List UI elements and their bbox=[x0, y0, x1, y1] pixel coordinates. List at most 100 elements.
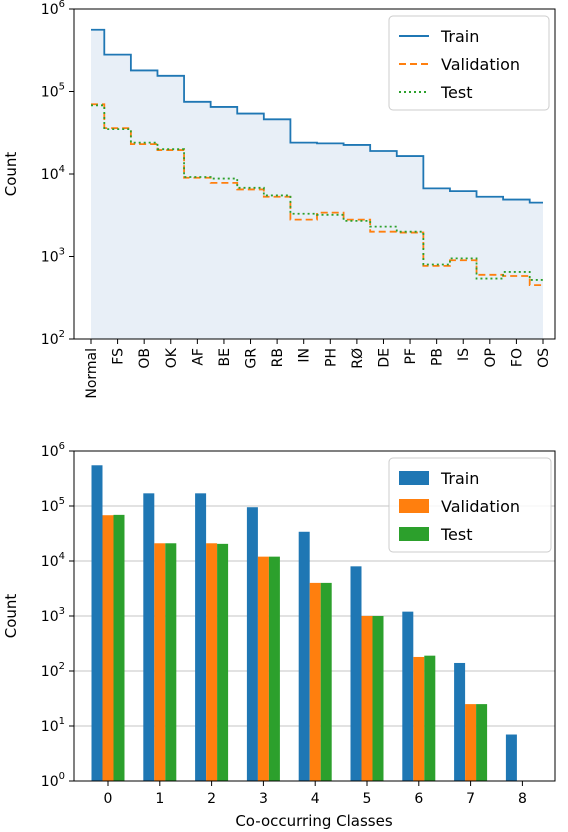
x-tick-label: OP bbox=[483, 348, 499, 367]
y-tick-label: 102 bbox=[41, 329, 65, 348]
y-tick-base: 10 bbox=[41, 554, 59, 570]
y-tick-base: 10 bbox=[41, 719, 59, 735]
train-fill bbox=[91, 29, 543, 340]
y-axis-title: Count bbox=[2, 594, 20, 639]
y-tick-exponent: 4 bbox=[59, 164, 65, 175]
y-tick-base: 10 bbox=[41, 167, 59, 183]
x-tick-label: OB bbox=[137, 348, 153, 369]
legend: Train Validation Test bbox=[388, 457, 552, 553]
y-tick-base: 10 bbox=[41, 664, 59, 680]
bar-train bbox=[298, 531, 310, 781]
bar-test bbox=[165, 543, 177, 781]
x-tick-label: DE bbox=[376, 348, 392, 368]
bar-test bbox=[113, 514, 125, 781]
bar-validation bbox=[102, 515, 114, 781]
y-tick-exponent: 3 bbox=[59, 247, 65, 258]
x-axis-ticks: Normal FS OB OK AF BE GR RB IN PH RØ DE PF PB IS OP FO OS bbox=[84, 339, 552, 399]
x-tick-label: IS bbox=[456, 348, 472, 361]
y-tick-label: 101 bbox=[41, 716, 65, 735]
y-tick-label: 104 bbox=[41, 164, 65, 183]
bar-test bbox=[424, 655, 436, 781]
x-tick-label: PB bbox=[430, 348, 446, 366]
legend-frame bbox=[388, 15, 550, 111]
legend-swatch bbox=[399, 527, 429, 541]
y-tick-label: 105 bbox=[41, 82, 65, 101]
bar-test bbox=[476, 704, 488, 781]
bar-validation bbox=[206, 543, 218, 781]
y-tick-label: 105 bbox=[41, 496, 65, 515]
y-tick-label: 100 bbox=[41, 771, 65, 790]
x-tick-label: 5 bbox=[363, 791, 372, 807]
legend-label: Validation bbox=[441, 497, 520, 516]
bar-validation bbox=[257, 556, 269, 781]
y-tick-exponent: 2 bbox=[59, 329, 65, 340]
y-tick-base: 10 bbox=[41, 774, 59, 790]
y-tick-exponent: 0 bbox=[59, 771, 65, 782]
legend-label: Validation bbox=[441, 55, 520, 74]
x-tick-label: PF bbox=[403, 348, 419, 365]
y-tick-exponent: 2 bbox=[59, 661, 65, 672]
x-tick-label: 7 bbox=[466, 791, 475, 807]
y-tick-exponent: 5 bbox=[59, 496, 65, 507]
series-line-train bbox=[91, 28, 543, 204]
bar-test bbox=[268, 556, 280, 781]
y-tick-exponent: 3 bbox=[59, 606, 65, 617]
legend-swatch bbox=[399, 499, 429, 513]
bar-test bbox=[372, 616, 384, 781]
x-tick-label: 3 bbox=[259, 791, 268, 807]
y-tick-label: 103 bbox=[41, 606, 65, 625]
legend-label: Train bbox=[440, 469, 479, 488]
x-tick-label: BE bbox=[217, 348, 233, 366]
y-axis-title: Count bbox=[2, 152, 20, 197]
bar-test bbox=[320, 582, 332, 781]
x-tick-label: FS bbox=[111, 348, 127, 365]
bar-validation bbox=[413, 656, 425, 781]
bar-train bbox=[143, 493, 155, 781]
legend-label: Test bbox=[440, 525, 473, 544]
bar-train bbox=[505, 734, 517, 781]
x-tick-label: 1 bbox=[155, 791, 164, 807]
x-axis-ticks: 0 1 2 3 4 5 6 7 8 bbox=[104, 781, 527, 807]
y-tick-exponent: 6 bbox=[59, 0, 65, 10]
series-line-test bbox=[91, 104, 543, 281]
bar-validation bbox=[154, 543, 166, 781]
y-tick-base: 10 bbox=[41, 250, 59, 266]
bar-train bbox=[195, 493, 207, 781]
x-tick-label: 4 bbox=[311, 791, 320, 807]
y-tick-exponent: 5 bbox=[59, 82, 65, 93]
y-tick-base: 10 bbox=[41, 444, 59, 460]
train-fill-area bbox=[91, 29, 543, 340]
x-tick-label: RØ bbox=[350, 348, 366, 369]
x-tick-label: AF bbox=[190, 348, 206, 366]
y-tick-base: 10 bbox=[41, 499, 59, 515]
legend-label: Test bbox=[440, 83, 473, 102]
x-tick-label: IN bbox=[297, 348, 313, 363]
x-tick-label: 0 bbox=[104, 791, 113, 807]
x-tick-label: 6 bbox=[414, 791, 423, 807]
x-tick-label: PH bbox=[323, 348, 339, 367]
x-tick-label: OS bbox=[536, 348, 552, 368]
y-tick-label: 104 bbox=[41, 551, 65, 570]
bar-train bbox=[246, 507, 258, 781]
bar-train bbox=[454, 662, 466, 781]
y-tick-base: 10 bbox=[41, 332, 59, 348]
x-tick-label: 8 bbox=[518, 791, 527, 807]
legend-frame bbox=[388, 457, 552, 553]
x-tick-label: Normal bbox=[84, 348, 100, 399]
y-tick-base: 10 bbox=[41, 2, 59, 18]
bar-train bbox=[402, 611, 414, 781]
bar-test bbox=[217, 543, 229, 781]
y-tick-exponent: 6 bbox=[59, 441, 65, 452]
series-lines bbox=[91, 28, 543, 287]
x-tick-label: RB bbox=[270, 348, 286, 367]
legend-swatch bbox=[399, 471, 429, 485]
x-tick-label: FO bbox=[509, 348, 525, 367]
bar-train bbox=[350, 566, 362, 781]
y-tick-exponent: 1 bbox=[59, 716, 65, 727]
x-axis-title: Co-occurring Classes bbox=[235, 812, 393, 830]
